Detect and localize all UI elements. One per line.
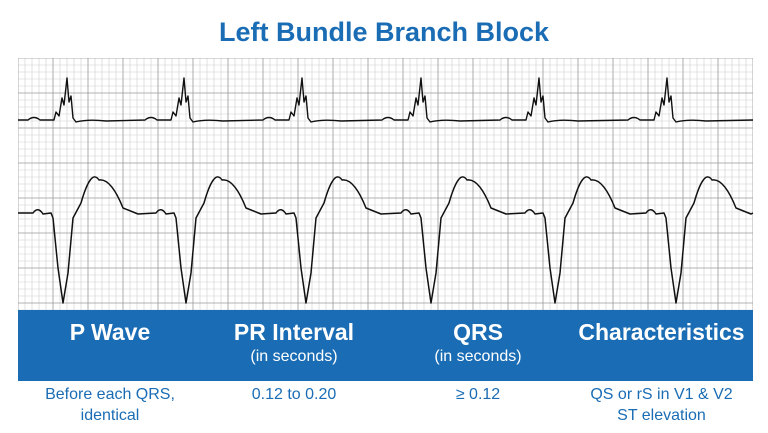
header-characteristics: Characteristics	[570, 310, 753, 381]
header-label: PR Interval	[233, 319, 355, 345]
value-line: identical	[80, 407, 140, 424]
ecg-strip	[18, 58, 753, 310]
value-line: 0.12 to 0.20	[251, 386, 337, 403]
value-qrs: ≥ 0.12	[386, 384, 570, 405]
ecg-trace-lower	[18, 176, 753, 304]
header-label: Characteristics	[578, 319, 745, 345]
criteria-header-band: P Wave PR Interval (in seconds) QRS (in …	[18, 310, 753, 381]
value-line: Before each QRS,	[45, 386, 175, 403]
ecg-grid	[18, 58, 753, 310]
value-pr-interval: 0.12 to 0.20	[202, 384, 386, 405]
header-label: QRS	[453, 319, 503, 345]
ecg-grid-major	[18, 58, 753, 310]
header-pr-interval: PR Interval (in seconds)	[202, 310, 386, 381]
value-line: QS or rS in V1 & V2	[590, 386, 733, 403]
header-qrs: QRS (in seconds)	[386, 310, 570, 381]
value-line: ST elevation	[617, 407, 706, 424]
header-p-wave: P Wave	[18, 310, 202, 381]
value-line: ≥ 0.12	[455, 386, 501, 403]
value-p-wave: Before each QRS, identical	[18, 384, 202, 426]
header-label: P Wave	[69, 319, 151, 345]
header-unit: (in seconds)	[434, 348, 522, 365]
header-unit: (in seconds)	[250, 348, 338, 365]
page-title: Left Bundle Branch Block	[218, 17, 550, 47]
value-characteristics: QS or rS in V1 & V2 ST elevation	[570, 384, 753, 426]
ecg-trace-upper	[18, 77, 753, 123]
ecg-grid-minor	[18, 58, 753, 310]
